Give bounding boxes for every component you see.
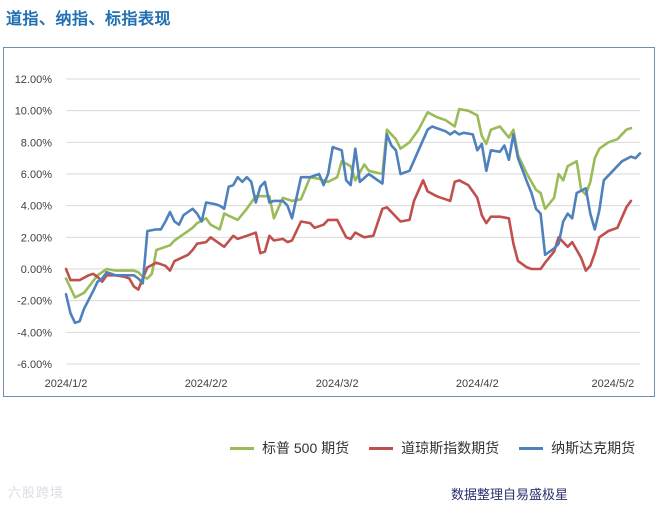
legend-swatch-sp500 — [230, 446, 254, 450]
y-tick-label: 10.00% — [15, 106, 53, 118]
y-tick-label: 8.00% — [21, 137, 52, 149]
watermark-logo: 六股跨境 — [8, 485, 65, 500]
legend-swatch-dow — [369, 446, 394, 450]
y-tick-label: 6.00% — [21, 169, 52, 181]
chart-frame — [3, 47, 655, 397]
source-note: 数据整理自易盛极星 — [451, 487, 569, 502]
y-tick-label: -6.00% — [17, 359, 52, 371]
y-tick-label: 0.00% — [21, 264, 52, 276]
y-tick-label: -2.00% — [17, 296, 52, 308]
series-line-sp500 — [64, 107, 633, 299]
series-line-nasdaq — [64, 125, 642, 325]
x-tick-label: 2024/2/2 — [185, 378, 228, 390]
x-tick-label: 2024/3/2 — [316, 378, 359, 390]
y-tick-label: 2.00% — [21, 232, 52, 244]
chart-legend: 标普 500 期货 道琼斯指数期货 纳斯达克期货 — [230, 438, 635, 458]
x-tick-label: 2024/1/2 — [45, 378, 88, 390]
y-tick-label: 12.00% — [15, 74, 53, 86]
x-tick-label: 2024/4/2 — [456, 378, 499, 390]
x-tick-label: 2024/5/2 — [591, 378, 634, 390]
legend-item-nasdaq: 纳斯达克期货 — [519, 438, 635, 458]
legend-item-sp500: 标普 500 期货 — [230, 438, 349, 458]
legend-item-dow: 道琼斯指数期货 — [369, 438, 499, 458]
y-tick-label: 4.00% — [21, 201, 52, 213]
y-tick-label: -4.00% — [17, 327, 52, 339]
chart-title: 道指、纳指、标指表现 — [6, 11, 172, 28]
legend-label-nasdaq: 纳斯达克期货 — [551, 440, 636, 456]
legend-label-dow: 道琼斯指数期货 — [401, 440, 500, 456]
legend-label-sp500: 标普 500 期货 — [262, 440, 350, 456]
legend-swatch-nasdaq — [519, 446, 544, 450]
series-line-dow — [64, 179, 633, 291]
